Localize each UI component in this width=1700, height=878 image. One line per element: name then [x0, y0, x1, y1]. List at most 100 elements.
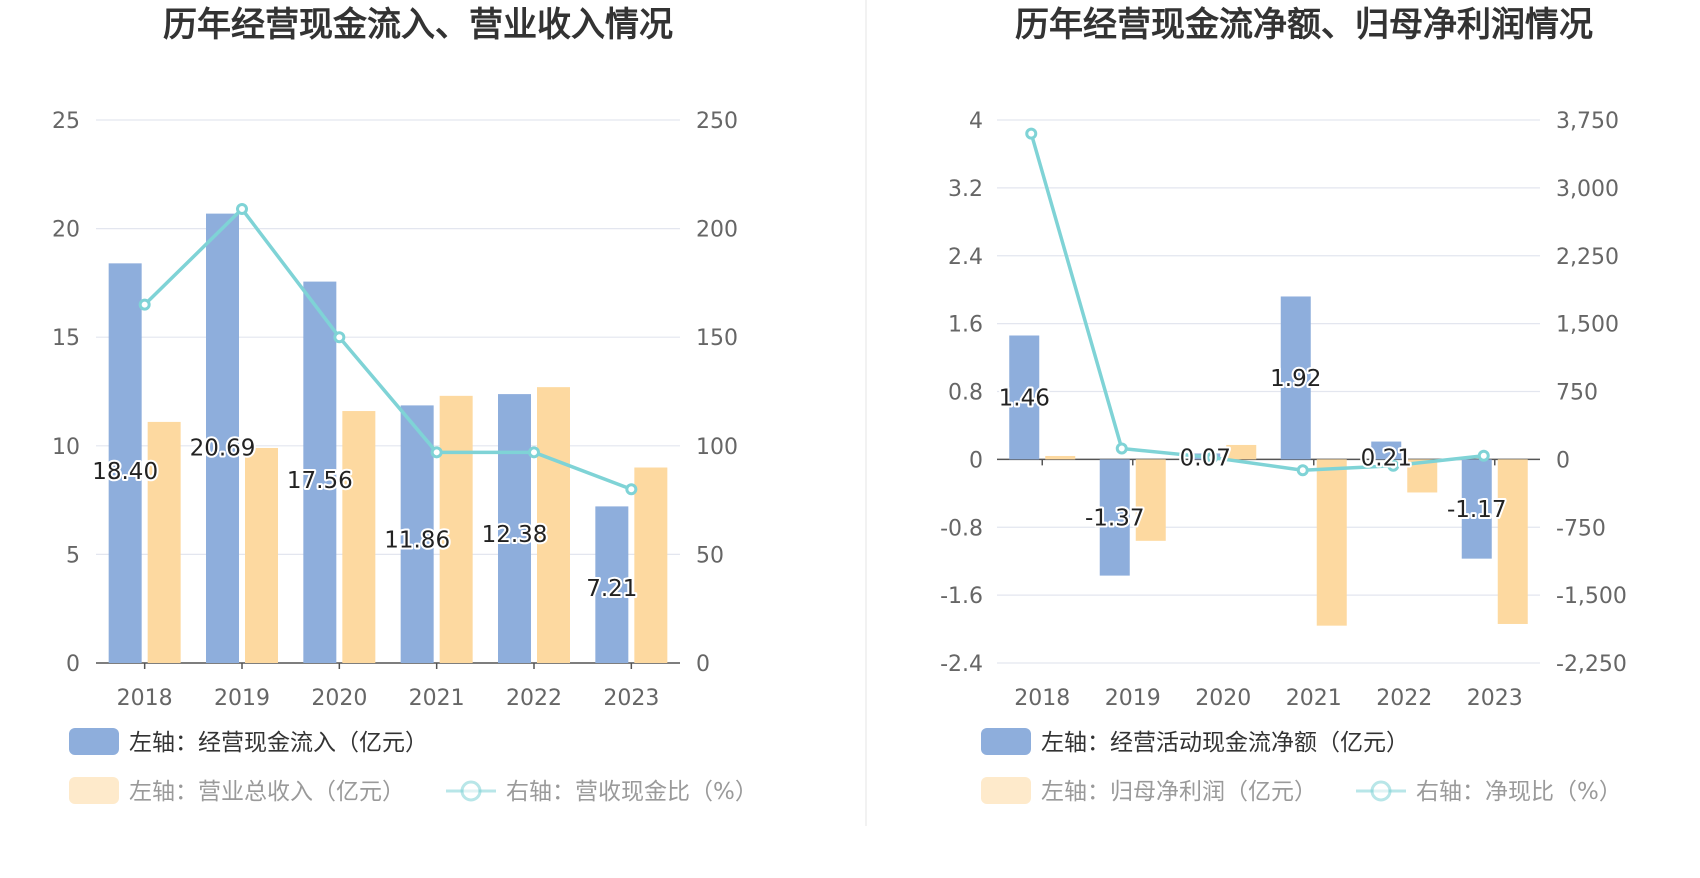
- ratio-point[interactable]: [625, 483, 638, 496]
- bar-primary[interactable]: [498, 394, 531, 663]
- data-label: 0.21: [1361, 445, 1412, 471]
- data-label: 0.07: [1180, 445, 1231, 471]
- legend-label: 左轴：经营活动现金流净额（亿元）: [1041, 730, 1409, 756]
- right-axis-tick: 50: [696, 543, 724, 568]
- right-axis-tick: 3,750: [1556, 109, 1619, 134]
- category-label: 2023: [603, 686, 659, 711]
- left-axis-tick: 10: [52, 435, 80, 460]
- left-axis-tick: 0.8: [948, 381, 983, 406]
- bar-secondary[interactable]: [634, 467, 668, 663]
- category-label: 2018: [1014, 686, 1070, 711]
- bar-primary[interactable]: [1280, 296, 1311, 460]
- legend-label: 右轴：营收现金比（%）: [506, 779, 758, 805]
- left-axis-tick: 2.4: [948, 245, 983, 270]
- ratio-point[interactable]: [236, 203, 248, 216]
- bar-secondary[interactable]: [439, 395, 473, 663]
- legend-swatch-bar-secondary[interactable]: [981, 777, 1031, 804]
- left-axis-tick: 0: [66, 652, 80, 677]
- category-label: 2019: [214, 686, 270, 711]
- right-axis-tick: 150: [696, 326, 738, 351]
- data-label: 1.46: [999, 385, 1050, 411]
- bar-primary[interactable]: [1009, 335, 1040, 460]
- bar-primary[interactable]: [595, 506, 629, 663]
- category-label: 2021: [1286, 686, 1342, 711]
- legend-swatch-bar-secondary[interactable]: [69, 777, 119, 804]
- left-axis-tick: 4: [969, 109, 983, 134]
- bar-primary[interactable]: [1371, 441, 1402, 460]
- bar-primary[interactable]: [206, 213, 239, 663]
- bar-primary[interactable]: [108, 263, 142, 663]
- bar-secondary[interactable]: [342, 411, 376, 663]
- bar-secondary[interactable]: [1045, 455, 1076, 460]
- left-axis-tick: 1.6: [948, 313, 983, 338]
- ratio-point[interactable]: [333, 331, 346, 344]
- chart-title: 历年经营现金流入、营业收入情况: [163, 5, 673, 45]
- right-axis-tick: 0: [1556, 448, 1570, 473]
- bar-secondary[interactable]: [147, 421, 181, 663]
- ratio-line: [1029, 133, 1484, 472]
- data-label: 1.92: [1270, 366, 1321, 392]
- bar-primary[interactable]: [303, 281, 337, 663]
- right-axis-tick: -2,250: [1556, 652, 1627, 677]
- bar-primary[interactable]: [1461, 459, 1492, 559]
- category-label: 2019: [1105, 686, 1161, 711]
- right-axis-tick: 750: [1556, 381, 1598, 406]
- right-axis-tick: 200: [696, 218, 738, 243]
- left-axis-tick: 0: [969, 448, 983, 473]
- left-axis-tick: 25: [52, 109, 80, 134]
- bar-primary[interactable]: [400, 405, 434, 663]
- ratio-point[interactable]: [1477, 449, 1490, 462]
- ratio-point[interactable]: [528, 446, 540, 459]
- data-label: 18.40: [92, 459, 158, 485]
- legend-swatch-bar-primary[interactable]: [981, 728, 1031, 755]
- bar-primary[interactable]: [1099, 459, 1130, 576]
- right-axis-tick: -750: [1556, 516, 1606, 541]
- ratio-point[interactable]: [1025, 127, 1038, 140]
- left-axis-tick: 3.2: [948, 177, 983, 202]
- bar-secondary[interactable]: [1497, 459, 1528, 624]
- ratio-point[interactable]: [1206, 451, 1219, 464]
- category-label: 2020: [311, 686, 367, 711]
- bar-secondary[interactable]: [1226, 444, 1257, 460]
- legend-swatch-bar-primary[interactable]: [69, 728, 119, 755]
- left-axis-tick: -1.6: [940, 584, 983, 609]
- data-label: 20.69: [190, 435, 256, 461]
- right-axis-tick: 2,250: [1556, 245, 1619, 270]
- category-label: 2021: [409, 686, 465, 711]
- right-axis-tick: -1,500: [1556, 584, 1627, 609]
- bar-secondary[interactable]: [245, 447, 278, 663]
- data-label: 11.86: [384, 527, 450, 553]
- ratio-point[interactable]: [1115, 442, 1128, 455]
- category-label: 2023: [1467, 686, 1523, 711]
- left-axis-tick: 15: [52, 326, 80, 351]
- legend-label: 左轴：经营现金流入（亿元）: [129, 730, 428, 756]
- left-axis-tick: 20: [52, 218, 80, 243]
- ratio-point[interactable]: [1296, 464, 1309, 477]
- right-axis-tick: 250: [696, 109, 738, 134]
- bar-secondary[interactable]: [1316, 459, 1347, 626]
- category-label: 2022: [1376, 686, 1432, 711]
- legend-swatch-line-marker[interactable]: [1370, 780, 1392, 802]
- ratio-point[interactable]: [1387, 459, 1400, 472]
- legend-label: 右轴：净现比（%）: [1416, 779, 1622, 805]
- ratio-line: [143, 207, 632, 491]
- ratio-point[interactable]: [138, 298, 151, 311]
- right-axis-tick: 1,500: [1556, 313, 1619, 338]
- data-label: 17.56: [287, 468, 353, 494]
- legend-swatch-line-marker[interactable]: [460, 780, 482, 802]
- data-label: 7.21: [586, 576, 637, 602]
- bar-secondary[interactable]: [537, 387, 570, 663]
- data-label: -1.37: [1085, 505, 1145, 531]
- ratio-point[interactable]: [430, 446, 443, 459]
- data-label: -1.17: [1447, 497, 1507, 523]
- legend-label: 左轴：归母净利润（亿元）: [1041, 779, 1317, 805]
- right-axis-tick: 100: [696, 435, 738, 460]
- legend-label: 左轴：营业总收入（亿元）: [129, 779, 405, 805]
- category-label: 2022: [506, 686, 562, 711]
- data-label: 12.38: [482, 522, 548, 548]
- left-axis-tick: -0.8: [940, 516, 983, 541]
- bar-secondary[interactable]: [1135, 459, 1166, 541]
- category-label: 2018: [117, 686, 173, 711]
